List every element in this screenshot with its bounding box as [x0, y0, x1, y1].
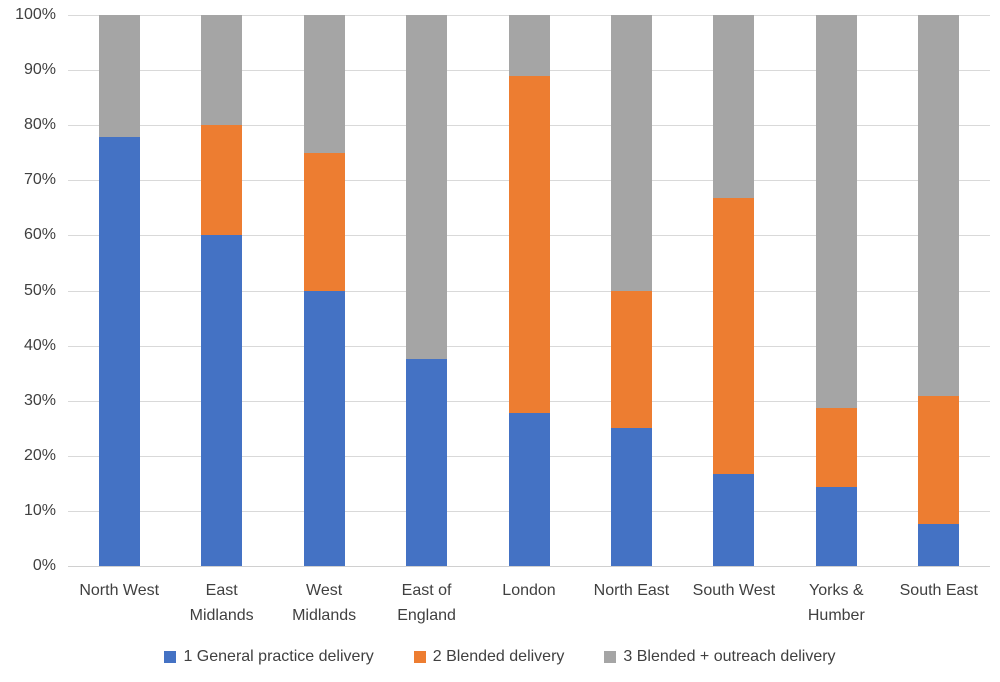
bar-segment [918, 396, 960, 524]
bar-segment [303, 15, 345, 153]
bar-segment [201, 235, 243, 566]
bar-segment [98, 15, 140, 138]
bar-north-east [610, 15, 652, 566]
y-tick-label: 60% [23, 226, 56, 244]
category-label: East Midlands [189, 582, 254, 624]
y-tick-label: 80% [23, 116, 56, 134]
bar-east-of-england [406, 15, 448, 566]
y-tick-label: 40% [23, 336, 56, 354]
bar-segment [713, 473, 755, 566]
legend-label: 3 Blended + outreach delivery [623, 648, 836, 665]
bar-segment [508, 412, 550, 566]
category-label: East of England [397, 582, 456, 624]
category-label: North East [593, 582, 670, 599]
legend-item: 3 Blended + outreach delivery [604, 648, 836, 666]
legend-label: 1 General practice delivery [183, 648, 374, 665]
x-axis-line [68, 566, 990, 567]
x-axis: North West East Midlands West Midlands East… [68, 578, 990, 636]
legend-label: 2 Blended delivery [432, 648, 565, 665]
category-label: West Midlands [292, 582, 357, 624]
bar-segment [303, 290, 345, 566]
y-tick-label: 30% [23, 391, 56, 409]
bar-segment [303, 152, 345, 291]
bar-segment [918, 523, 960, 566]
bar-segment [508, 76, 550, 413]
bar-segment [98, 137, 140, 566]
bar-segment [815, 15, 857, 409]
y-tick-label: 100% [15, 6, 56, 23]
y-tick-label: 0% [32, 557, 56, 574]
legend-item: 2 Blended delivery [413, 648, 565, 666]
category-label: South West [692, 582, 776, 599]
bar-london [508, 15, 550, 566]
bar-segment [815, 487, 857, 566]
legend: 1 General practice delivery 2 Blended del… [0, 648, 1000, 666]
bar-segment [918, 15, 960, 397]
bar-segment [610, 290, 652, 429]
bar-segment [406, 359, 448, 566]
category-label: North West [79, 582, 160, 599]
bar-segment [406, 15, 448, 360]
y-tick-label: 70% [23, 171, 56, 189]
bar-segment [610, 15, 652, 291]
y-tick-label: 50% [23, 281, 56, 299]
y-tick-label: 90% [23, 61, 56, 79]
bar-east-midlands [201, 15, 243, 566]
legend-swatch-icon [164, 651, 177, 663]
bar-segment [713, 15, 755, 199]
y-tick-label: 10% [23, 501, 56, 519]
legend-item: 1 General practice delivery [164, 648, 374, 666]
bar-segment [508, 15, 550, 77]
bar-south-west [713, 15, 755, 566]
bar-segment [201, 15, 243, 126]
category-label: Yorks & Humber [807, 582, 865, 624]
plot-area [68, 15, 990, 567]
bar-west-midlands [303, 15, 345, 566]
bar-segment [713, 198, 755, 474]
bar-segment [815, 408, 857, 488]
category-label: South East [899, 582, 978, 599]
bar-south-east [918, 15, 960, 566]
bar-north-west [98, 15, 140, 566]
bar-segment [201, 125, 243, 236]
legend-swatch-icon [413, 651, 426, 663]
legend-swatch-icon [604, 651, 617, 663]
category-label: London [502, 582, 556, 599]
bar-segment [610, 428, 652, 566]
y-tick-label: 20% [23, 446, 56, 464]
bar-yorks-humber [815, 15, 857, 566]
